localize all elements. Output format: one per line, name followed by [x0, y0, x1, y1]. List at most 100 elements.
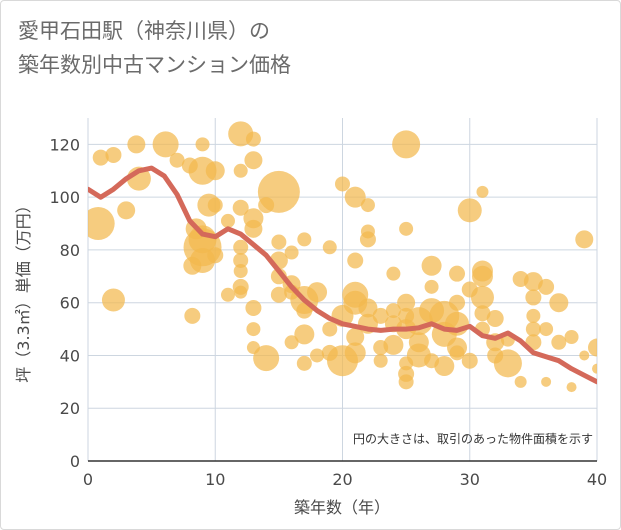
x-tick-label: 30 [460, 470, 480, 489]
title-line-2: 築年数別中古マンション価格 [18, 53, 291, 77]
data-bubble [461, 352, 478, 369]
data-bubble [421, 255, 442, 276]
grid-lines [87, 118, 598, 462]
data-bubble [525, 321, 541, 337]
data-bubble [169, 152, 185, 168]
data-bubble [474, 305, 491, 322]
data-bubble [358, 298, 378, 318]
x-tick-label: 0 [83, 470, 93, 489]
bubble-size-note: 円の大きさは、取引のあった物件面積を示す [353, 431, 593, 446]
data-bubble [449, 345, 465, 361]
data-bubble [551, 334, 567, 350]
data-bubble [525, 289, 542, 306]
data-bubble [322, 240, 337, 255]
data-bubble [234, 285, 248, 299]
x-tick-label: 10 [205, 470, 225, 489]
data-bubble [579, 350, 590, 361]
data-bubble [244, 219, 263, 238]
y-tick-label: 20 [60, 399, 80, 418]
data-bubble [233, 252, 249, 268]
data-bubble [101, 288, 125, 312]
data-bubble [372, 307, 389, 324]
data-bubble [233, 163, 248, 178]
bubble-layer [88, 121, 597, 393]
x-axis-label: 築年数（年） [294, 498, 390, 517]
data-bubble [297, 232, 312, 247]
data-bubble [575, 230, 594, 249]
data-bubble [321, 344, 338, 361]
chart-title: 愛甲石田駅（神奈川県）の 築年数別中古マンション価格 [18, 14, 291, 82]
data-bubble [253, 345, 280, 372]
data-bubble [434, 356, 455, 377]
data-bubble [449, 265, 466, 282]
data-bubble [493, 349, 522, 378]
data-bubble [322, 321, 338, 337]
y-tick-label: 80 [60, 241, 80, 260]
data-bubble [457, 198, 482, 223]
y-tick-label: 0 [70, 452, 80, 471]
data-bubble [310, 348, 325, 363]
data-bubble [399, 221, 414, 236]
data-bubble [270, 286, 287, 303]
data-bubble [346, 327, 365, 346]
data-bubble [245, 131, 261, 147]
data-bubble [347, 252, 364, 269]
tick-labels: 0 20 40 60 80 100 120 0 10 20 30 40 [49, 135, 607, 489]
data-bubble [549, 293, 569, 313]
data-bubble [476, 185, 489, 198]
y-axis-label: 坪（3.3㎡）単価（万円） [14, 197, 33, 382]
data-bubble [284, 335, 299, 350]
data-bubble [184, 307, 201, 324]
data-bubble [335, 176, 350, 192]
data-bubble [284, 245, 299, 260]
data-bubble [233, 264, 248, 279]
data-bubble [359, 231, 376, 248]
data-bubble [398, 374, 414, 390]
data-bubble [244, 151, 263, 170]
y-tick-label: 100 [49, 188, 80, 207]
data-bubble [294, 324, 315, 345]
x-tick-label: 40 [587, 470, 607, 489]
data-bubble [220, 213, 235, 228]
data-bubble [470, 285, 494, 309]
data-bubble [233, 239, 249, 255]
x-tick-label: 20 [332, 470, 352, 489]
average-trend-line [88, 165, 597, 385]
data-bubble [383, 334, 404, 355]
data-bubble [232, 199, 249, 216]
y-tick-label: 60 [60, 294, 80, 313]
data-bubble [296, 355, 312, 371]
data-bubble [592, 363, 597, 374]
data-bubble [564, 329, 579, 344]
data-bubble [424, 353, 440, 369]
data-bubble [88, 207, 115, 241]
data-bubble [152, 131, 179, 158]
data-bubble [526, 308, 541, 323]
data-bubble [246, 322, 261, 337]
data-bubble [397, 293, 416, 312]
title-line-1: 愛甲石田駅（神奈川県）の [18, 19, 270, 43]
data-bubble [386, 266, 401, 281]
data-bubble [424, 279, 439, 294]
data-bubble [449, 294, 466, 311]
data-bubble [195, 137, 210, 152]
data-bubble [307, 282, 328, 303]
data-bubble [205, 161, 225, 181]
data-bubble [471, 265, 493, 287]
data-bubble [392, 130, 421, 159]
trend-layer [88, 165, 597, 385]
data-bubble [566, 382, 577, 393]
data-bubble [207, 197, 223, 213]
data-bubble [385, 303, 401, 319]
data-bubble [539, 322, 554, 337]
data-bubble [588, 338, 597, 357]
data-bubble [486, 310, 504, 328]
data-bubble [541, 376, 552, 387]
data-bubble [271, 234, 287, 250]
data-bubble [127, 135, 146, 154]
data-bubble [538, 278, 555, 295]
data-bubble [360, 198, 375, 213]
data-bubble [344, 186, 366, 208]
data-bubble [207, 247, 224, 264]
